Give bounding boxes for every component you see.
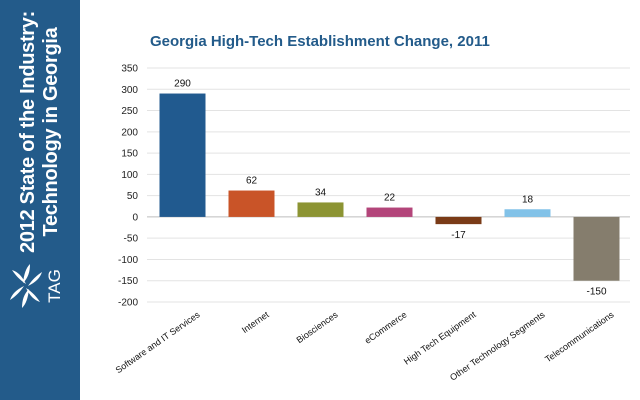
y-tick-label: 200 bbox=[121, 127, 138, 138]
sidebar: 2012 State of the Industry: Technology i… bbox=[0, 0, 80, 400]
sidebar-title-line1: 2012 State of the Industry: bbox=[17, 11, 39, 253]
bar bbox=[228, 190, 275, 217]
sidebar-title: 2012 State of the Industry: Technology i… bbox=[17, 11, 63, 253]
logo-text: TAG bbox=[45, 269, 64, 303]
y-tick-label: -50 bbox=[124, 234, 139, 245]
y-tick-label: 350 bbox=[121, 64, 138, 75]
y-tick-label: 150 bbox=[121, 149, 138, 160]
bar bbox=[435, 216, 482, 225]
x-axis: Software and IT Services Internet Bioscien… bbox=[114, 309, 616, 383]
x-tick-label: Software and IT Services bbox=[114, 309, 202, 375]
bar bbox=[573, 216, 620, 281]
y-tick-label: 50 bbox=[127, 191, 139, 202]
x-tick-label: Telecommunications bbox=[543, 309, 616, 364]
y-tick-label: -200 bbox=[118, 298, 138, 309]
bar-chart: Georgia High-Tech Establishment Change, … bbox=[114, 33, 630, 383]
x-tick-label: Biosciences bbox=[295, 309, 340, 345]
y-tick-label: -150 bbox=[118, 276, 138, 287]
data-label: 34 bbox=[315, 187, 327, 198]
x-tick-label: Internet bbox=[240, 309, 271, 335]
bars bbox=[159, 93, 620, 281]
data-labels: 290 62 34 22 -17 18 -150 bbox=[174, 79, 607, 298]
data-label: -17 bbox=[451, 230, 466, 241]
y-tick-label: 0 bbox=[132, 212, 138, 223]
data-label: -150 bbox=[586, 287, 606, 298]
gridlines bbox=[147, 67, 630, 303]
x-tick-label: eCommerce bbox=[363, 309, 409, 345]
chart-title: Georgia High-Tech Establishment Change, … bbox=[150, 33, 490, 50]
bar bbox=[504, 209, 551, 217]
tag-logo-icon: TAG bbox=[10, 264, 64, 308]
bar bbox=[297, 202, 344, 217]
bar bbox=[159, 93, 206, 217]
data-label: 18 bbox=[522, 194, 534, 205]
y-tick-label: 300 bbox=[121, 85, 138, 96]
y-tick-label: 250 bbox=[121, 106, 138, 117]
y-tick-label: 100 bbox=[121, 170, 138, 181]
data-label: 22 bbox=[384, 193, 396, 204]
sidebar-title-line2: Technology in Georgia bbox=[40, 27, 62, 237]
data-label: 62 bbox=[246, 176, 258, 187]
x-tick-label: High Tech Equipment bbox=[402, 309, 478, 366]
y-tick-label: -100 bbox=[118, 255, 138, 266]
bar bbox=[366, 207, 413, 217]
data-label: 290 bbox=[174, 79, 191, 90]
y-axis: 350 300 250 200 150 100 50 0 -50 -100 -150 -200 bbox=[118, 64, 138, 309]
